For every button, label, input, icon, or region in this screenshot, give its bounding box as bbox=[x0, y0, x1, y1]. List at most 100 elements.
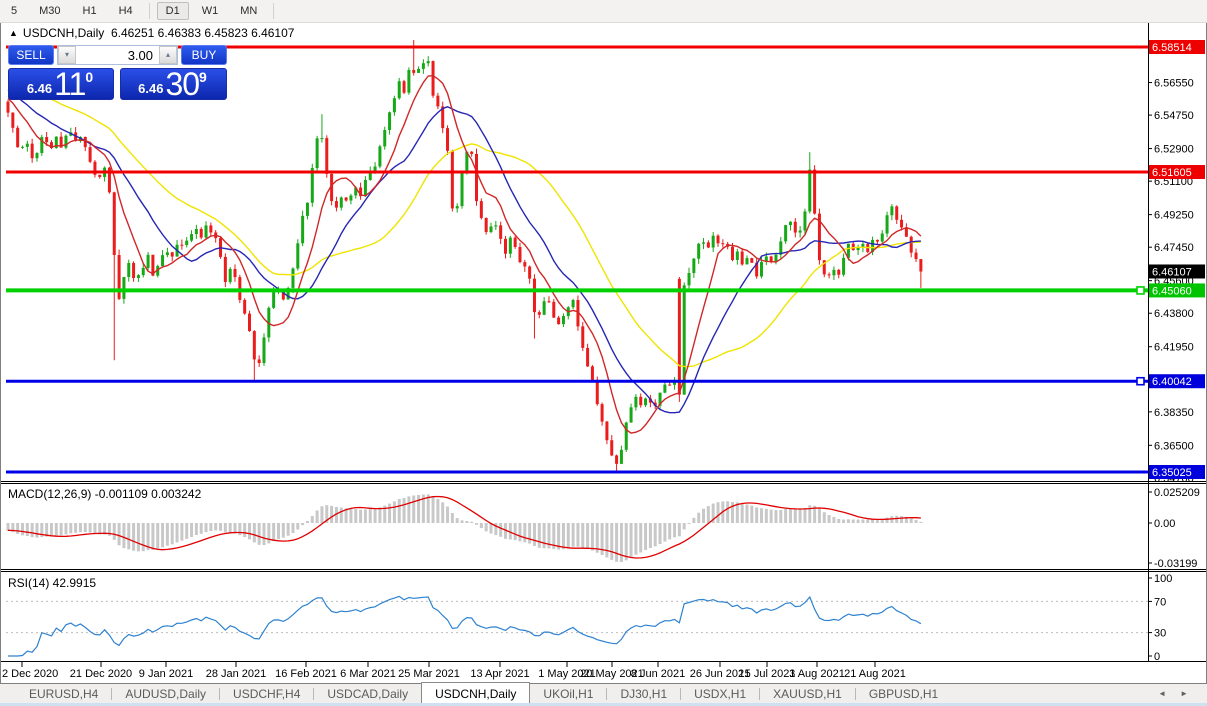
status-strip bbox=[0, 703, 1207, 706]
chart-symbol-label: USDCNH,Daily bbox=[22, 26, 105, 40]
chart-tab-usdchf[interactable]: USDCHF,H4 bbox=[233, 687, 301, 701]
chart-tab-ukoil[interactable]: UKOil,H1 bbox=[543, 687, 594, 701]
chart-tab-dj30[interactable]: DJ30,H1 bbox=[620, 687, 668, 701]
buy-price-prefix: 6.46 bbox=[138, 81, 164, 96]
level-lines[interactable] bbox=[6, 45, 1148, 474]
rsi-indicator-label: RSI(14) 42.9915 bbox=[8, 576, 97, 590]
svg-text:6.36500: 6.36500 bbox=[1154, 440, 1194, 452]
timeframe-button-5[interactable]: 5 bbox=[2, 2, 26, 20]
chart-frame bbox=[0, 22, 1207, 684]
timeframe-button-h1[interactable]: H1 bbox=[74, 2, 106, 20]
svg-text:6.43800: 6.43800 bbox=[1154, 308, 1194, 320]
MA-fast-line bbox=[7, 74, 922, 434]
svg-text:-0.03199: -0.03199 bbox=[1154, 558, 1197, 570]
svg-text:15 Jul 2021: 15 Jul 2021 bbox=[739, 668, 796, 680]
tab-separator bbox=[111, 687, 113, 700]
timeframe-button-h4[interactable]: H4 bbox=[110, 2, 142, 20]
timeframe-button-mn[interactable]: MN bbox=[231, 2, 266, 20]
toolbar-separator bbox=[148, 3, 150, 19]
date-axis[interactable]: 2 Dec 2020 21 Dec 2020 9 Jan 2021 28 Jan 20… bbox=[2, 662, 906, 680]
svg-text:6.35025: 6.35025 bbox=[1152, 467, 1192, 479]
svg-text:0: 0 bbox=[1154, 651, 1160, 663]
chart-tab-usdcnh[interactable]: USDCNH,Daily bbox=[421, 682, 531, 703]
timeframe-button-d1[interactable]: D1 bbox=[156, 2, 189, 20]
collapse-triangle-icon[interactable]: ▲ bbox=[9, 28, 18, 38]
svg-text:0.00: 0.00 bbox=[1154, 518, 1175, 530]
svg-text:6.38350: 6.38350 bbox=[1154, 407, 1194, 419]
svg-text:8 Jun 2021: 8 Jun 2021 bbox=[631, 668, 685, 680]
tab-separator bbox=[759, 687, 761, 700]
svg-text:26 Jun 2021: 26 Jun 2021 bbox=[690, 668, 751, 680]
buy-price-pip-digit: 9 bbox=[199, 69, 207, 85]
price-axis[interactable]: 6.56550 6.54750 6.52900 6.51100 6.49250 6.474… bbox=[1148, 40, 1205, 663]
rsi-panel bbox=[6, 595, 1148, 657]
volume-increase-button[interactable]: ▴ bbox=[159, 46, 177, 64]
tab-separator bbox=[606, 687, 608, 700]
chart-header: ▲ USDCNH,Daily 6.46251 6.46383 6.45823 6.… bbox=[9, 26, 294, 40]
chart-tab-bar: EURUSD,H4 AUDUSD,Daily USDCHF,H4 USDCAD,Dai… bbox=[0, 682, 1207, 703]
volume-decrease-button[interactable]: ▾ bbox=[58, 46, 76, 64]
buy-price-display[interactable]: 6.46 30 9 bbox=[120, 68, 227, 100]
sell-price-big-digits: 11 bbox=[54, 66, 86, 102]
svg-text:13 Apr 2021: 13 Apr 2021 bbox=[470, 668, 529, 680]
macd-signal-line bbox=[7, 495, 921, 559]
chart-tab-eurusd[interactable]: EURUSD,H4 bbox=[29, 687, 99, 701]
sell-price-display[interactable]: 6.46 11 0 bbox=[8, 68, 114, 100]
chart-tab-usdx[interactable]: USDX,H1 bbox=[694, 687, 747, 701]
svg-text:6.40042: 6.40042 bbox=[1152, 376, 1192, 388]
svg-text:6.49250: 6.49250 bbox=[1154, 210, 1194, 222]
chart-tab-gbpusd[interactable]: GBPUSD,H1 bbox=[868, 687, 939, 701]
chart-tab-audusd[interactable]: AUDUSD,Daily bbox=[125, 687, 207, 701]
chart-tab-xauusd[interactable]: XAUUSD,H1 bbox=[773, 687, 842, 701]
tab-separator bbox=[680, 687, 682, 700]
svg-text:6.56550: 6.56550 bbox=[1154, 78, 1194, 90]
svg-text:6 Mar 2021: 6 Mar 2021 bbox=[340, 668, 396, 680]
tab-separator bbox=[313, 687, 315, 700]
sell-price-pip-digit: 0 bbox=[85, 69, 94, 85]
timeframe-button-w1[interactable]: W1 bbox=[193, 2, 228, 20]
svg-text:6.51605: 6.51605 bbox=[1152, 167, 1192, 179]
svg-text:30: 30 bbox=[1154, 628, 1166, 640]
tab-separator bbox=[854, 687, 856, 700]
svg-text:6.45060: 6.45060 bbox=[1152, 285, 1192, 297]
svg-text:0.025209: 0.025209 bbox=[1154, 487, 1200, 499]
svg-text:6.47450: 6.47450 bbox=[1154, 242, 1194, 254]
svg-text:6.54750: 6.54750 bbox=[1154, 110, 1194, 122]
candles bbox=[6, 40, 923, 472]
svg-text:1 May 2021: 1 May 2021 bbox=[538, 668, 595, 680]
MA-slow-line bbox=[7, 74, 921, 368]
svg-text:9 Jan 2021: 9 Jan 2021 bbox=[139, 668, 193, 680]
svg-text:6.46107: 6.46107 bbox=[1152, 266, 1192, 278]
svg-text:70: 70 bbox=[1154, 596, 1166, 608]
timeframe-button-m30[interactable]: M30 bbox=[30, 2, 69, 20]
macd-indicator-label: MACD(12,26,9) -0.001109 0.003242 bbox=[8, 487, 202, 501]
svg-text:25 Mar 2021: 25 Mar 2021 bbox=[398, 668, 460, 680]
svg-text:3 Aug 2021: 3 Aug 2021 bbox=[789, 668, 845, 680]
svg-text:6.41950: 6.41950 bbox=[1154, 342, 1194, 354]
svg-text:6.58514: 6.58514 bbox=[1152, 42, 1192, 54]
tab-separator bbox=[219, 687, 221, 700]
moving-averages bbox=[7, 74, 922, 434]
volume-stepper: ▾ ▴ bbox=[57, 45, 178, 65]
sell-button[interactable]: SELL bbox=[8, 45, 54, 65]
triangle-up-icon: ▴ bbox=[165, 50, 170, 59]
tab-spacer bbox=[0, 684, 16, 703]
buy-price-big-digits: 30 bbox=[165, 66, 200, 102]
svg-text:2 Dec 2020: 2 Dec 2020 bbox=[2, 668, 58, 680]
rsi-line bbox=[8, 595, 922, 657]
svg-text:16 Feb 2021: 16 Feb 2021 bbox=[275, 668, 337, 680]
tab-scroll-left-icon[interactable]: ◄ bbox=[1158, 689, 1167, 698]
chart-tab-usdcad[interactable]: USDCAD,Daily bbox=[327, 687, 409, 701]
svg-text:6.52900: 6.52900 bbox=[1154, 144, 1194, 156]
svg-text:21 Dec 2020: 21 Dec 2020 bbox=[70, 668, 132, 680]
sell-price-prefix: 6.46 bbox=[26, 81, 53, 96]
macd-panel bbox=[6, 494, 923, 562]
tab-scroll-right-icon[interactable]: ► bbox=[1180, 689, 1188, 698]
buy-button[interactable]: BUY bbox=[181, 45, 227, 65]
volume-input[interactable] bbox=[76, 46, 159, 64]
toolbar-separator bbox=[273, 3, 275, 19]
svg-text:21 Aug 2021: 21 Aug 2021 bbox=[844, 668, 906, 680]
